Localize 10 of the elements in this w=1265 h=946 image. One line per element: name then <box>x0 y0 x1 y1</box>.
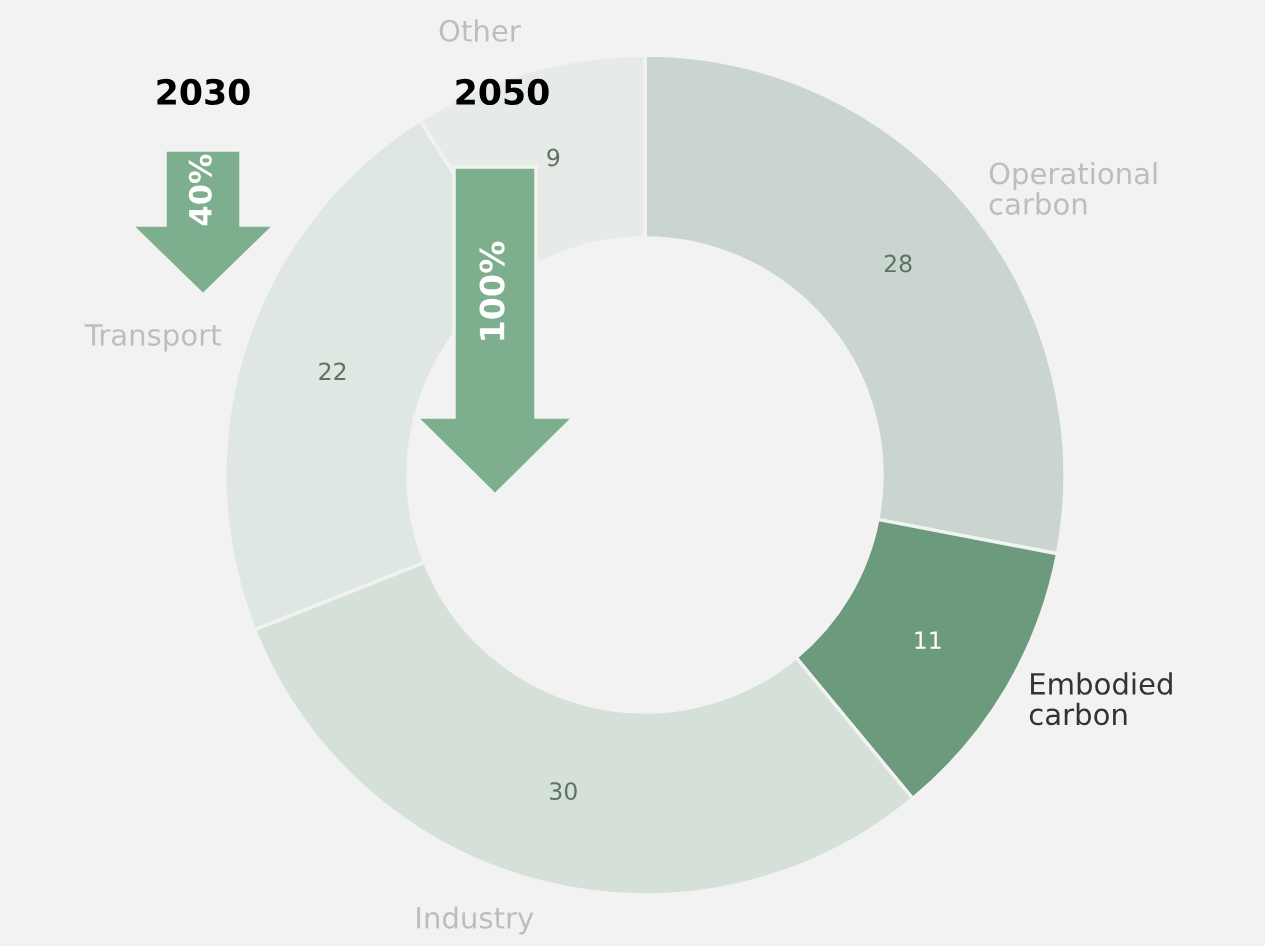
slice-label: Embodied carbon <box>1029 672 1172 726</box>
text: 2030 <box>157 78 250 106</box>
data-label: 30 <box>550 782 577 801</box>
data-label: 9 <box>547 148 560 167</box>
text: 100% <box>479 241 505 340</box>
data-label: 28 <box>884 254 912 273</box>
data-label: 11 <box>915 631 941 649</box>
text: 2050 <box>456 78 549 106</box>
text: 40% <box>188 154 212 226</box>
data-label: 22 <box>319 362 346 380</box>
